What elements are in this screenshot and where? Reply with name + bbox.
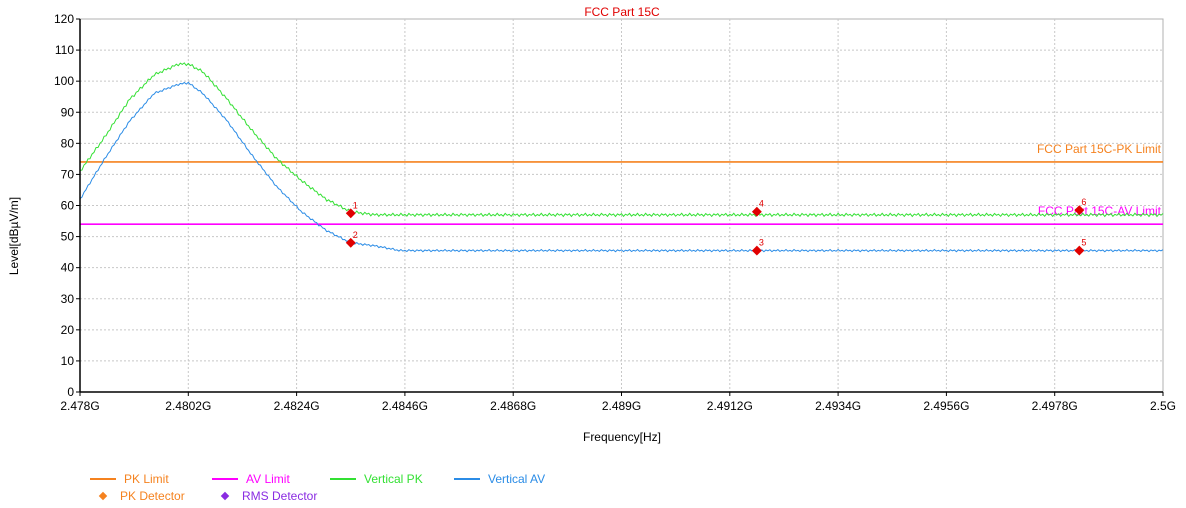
legend-label: Vertical PK bbox=[364, 472, 423, 486]
series-lines bbox=[79, 62, 1164, 253]
grid bbox=[79, 18, 1164, 393]
limit-label: FCC Part 15C-PK Limit bbox=[1037, 142, 1162, 156]
x-tick-label: 2.4934G bbox=[815, 399, 861, 413]
series-line bbox=[79, 62, 1164, 218]
legend-label: PK Limit bbox=[124, 472, 169, 486]
marker-point bbox=[751, 245, 762, 256]
x-tick-label: 2.4956G bbox=[923, 399, 969, 413]
chart-title: FCC Part 15C bbox=[584, 5, 660, 19]
x-tick-label: 2.4824G bbox=[274, 399, 320, 413]
y-tick-label: 40 bbox=[61, 261, 75, 275]
x-tick-label: 2.4978G bbox=[1032, 399, 1078, 413]
marker-point bbox=[345, 208, 356, 219]
legend-line-swatch bbox=[330, 478, 356, 480]
limit-label: FCC Part 15C-AV Limit bbox=[1038, 204, 1162, 218]
y-tick-label: 120 bbox=[54, 12, 74, 26]
legend-line-swatch bbox=[212, 478, 238, 480]
y-tick-label: 0 bbox=[67, 385, 74, 399]
legend-item: PK Limit bbox=[90, 472, 169, 486]
x-tick-label: 2.5G bbox=[1150, 399, 1176, 413]
y-tick-label: 10 bbox=[61, 354, 75, 368]
marker-label: 1 bbox=[353, 200, 358, 210]
marker-label: 5 bbox=[1081, 238, 1086, 248]
legend-line-swatch bbox=[454, 478, 480, 480]
legend-label: Vertical AV bbox=[488, 472, 546, 486]
x-tick-label: 2.4868G bbox=[490, 399, 536, 413]
legend-diamond-swatch bbox=[98, 491, 108, 501]
marker-point bbox=[345, 237, 356, 248]
legend-item: Vertical PK bbox=[330, 472, 423, 486]
legend-item: AV Limit bbox=[212, 472, 290, 486]
y-tick-label: 70 bbox=[61, 167, 75, 181]
y-tick-label: 90 bbox=[61, 105, 75, 119]
marker-label: 3 bbox=[759, 238, 764, 248]
legend-label: PK Detector bbox=[120, 489, 185, 503]
y-axis-label: Level[dBµV/m] bbox=[7, 197, 21, 275]
x-axis-label: Frequency[Hz] bbox=[583, 430, 661, 444]
y-tick-label: 60 bbox=[61, 199, 75, 213]
markers: 1 2 3 4 5 6 bbox=[345, 197, 1086, 256]
y-tick-label: 100 bbox=[54, 74, 74, 88]
marker-label: 4 bbox=[759, 199, 764, 209]
y-tick-label: 50 bbox=[61, 230, 75, 244]
legend-item: Vertical AV bbox=[454, 472, 545, 486]
x-tick-label: 2.4912G bbox=[707, 399, 753, 413]
y-tick-label: 20 bbox=[61, 323, 75, 337]
legend-diamond-swatch bbox=[220, 491, 230, 501]
legend-label: AV Limit bbox=[246, 472, 290, 486]
x-tick-label: 2.478G bbox=[60, 399, 99, 413]
x-tick-label: 2.4802G bbox=[165, 399, 211, 413]
emission-chart: FCC Part 15C-PK Limit FCC Part 15C-AV Lim… bbox=[7, 5, 1176, 444]
y-tick-label: 110 bbox=[55, 43, 74, 57]
legend-label: RMS Detector bbox=[242, 489, 318, 503]
legend-line-swatch bbox=[90, 478, 116, 480]
x-tick-label: 2.489G bbox=[602, 399, 641, 413]
marker-label: 2 bbox=[353, 230, 358, 240]
legend-item: RMS Detector bbox=[212, 489, 317, 503]
x-tick-label: 2.4846G bbox=[382, 399, 428, 413]
y-tick-label: 30 bbox=[61, 292, 75, 306]
limit-lines: FCC Part 15C-PK Limit FCC Part 15C-AV Lim… bbox=[80, 142, 1163, 225]
marker-point bbox=[1074, 245, 1085, 256]
marker-point bbox=[751, 206, 762, 217]
legend-item: PK Detector bbox=[90, 489, 185, 503]
marker-label: 6 bbox=[1081, 197, 1086, 207]
series-line bbox=[79, 81, 1164, 253]
axes: 0 10 20 30 40 50 60 70 80 90 100 110 120 2.478G 2.4802… bbox=[54, 12, 1176, 413]
marker-point bbox=[1074, 205, 1085, 216]
y-tick-label: 80 bbox=[61, 136, 75, 150]
